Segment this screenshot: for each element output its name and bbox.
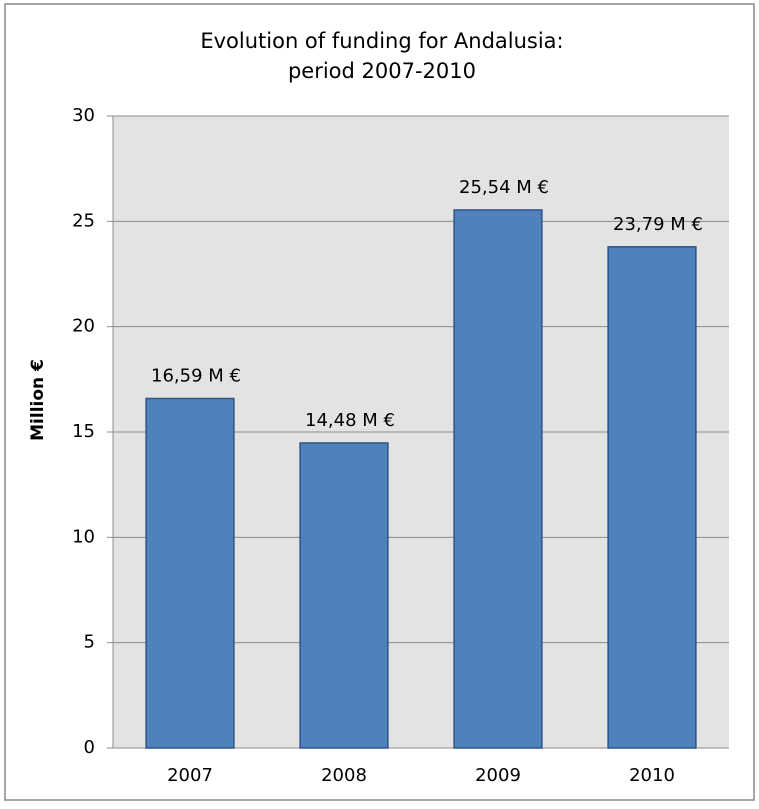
x-tick-label: 2007 <box>167 765 213 786</box>
y-tick-label: 0 <box>84 737 95 758</box>
chart-title: period 2007-2010 <box>288 59 476 83</box>
chart-title: Evolution of funding for Andalusia: <box>200 29 563 53</box>
y-tick-label: 5 <box>84 632 95 653</box>
x-tick-label: 2008 <box>321 765 367 786</box>
data-label: 16,59 M € <box>151 366 241 387</box>
data-label: 14,48 M € <box>305 410 395 431</box>
x-tick-label: 2010 <box>629 765 675 786</box>
y-tick-label: 10 <box>72 526 95 547</box>
bar <box>145 397 235 749</box>
y-tick-label: 25 <box>72 210 95 231</box>
x-tick-label: 2009 <box>475 765 521 786</box>
bar <box>607 246 697 749</box>
bar <box>299 442 389 749</box>
y-tick-label: 30 <box>72 105 95 126</box>
data-label: 25,54 M € <box>459 177 549 198</box>
y-tick-label: 20 <box>72 316 95 337</box>
data-label: 23,79 M € <box>613 214 703 235</box>
y-tick-label: 15 <box>72 421 95 442</box>
y-axis-label: Million € <box>28 359 48 441</box>
bar <box>453 209 543 749</box>
